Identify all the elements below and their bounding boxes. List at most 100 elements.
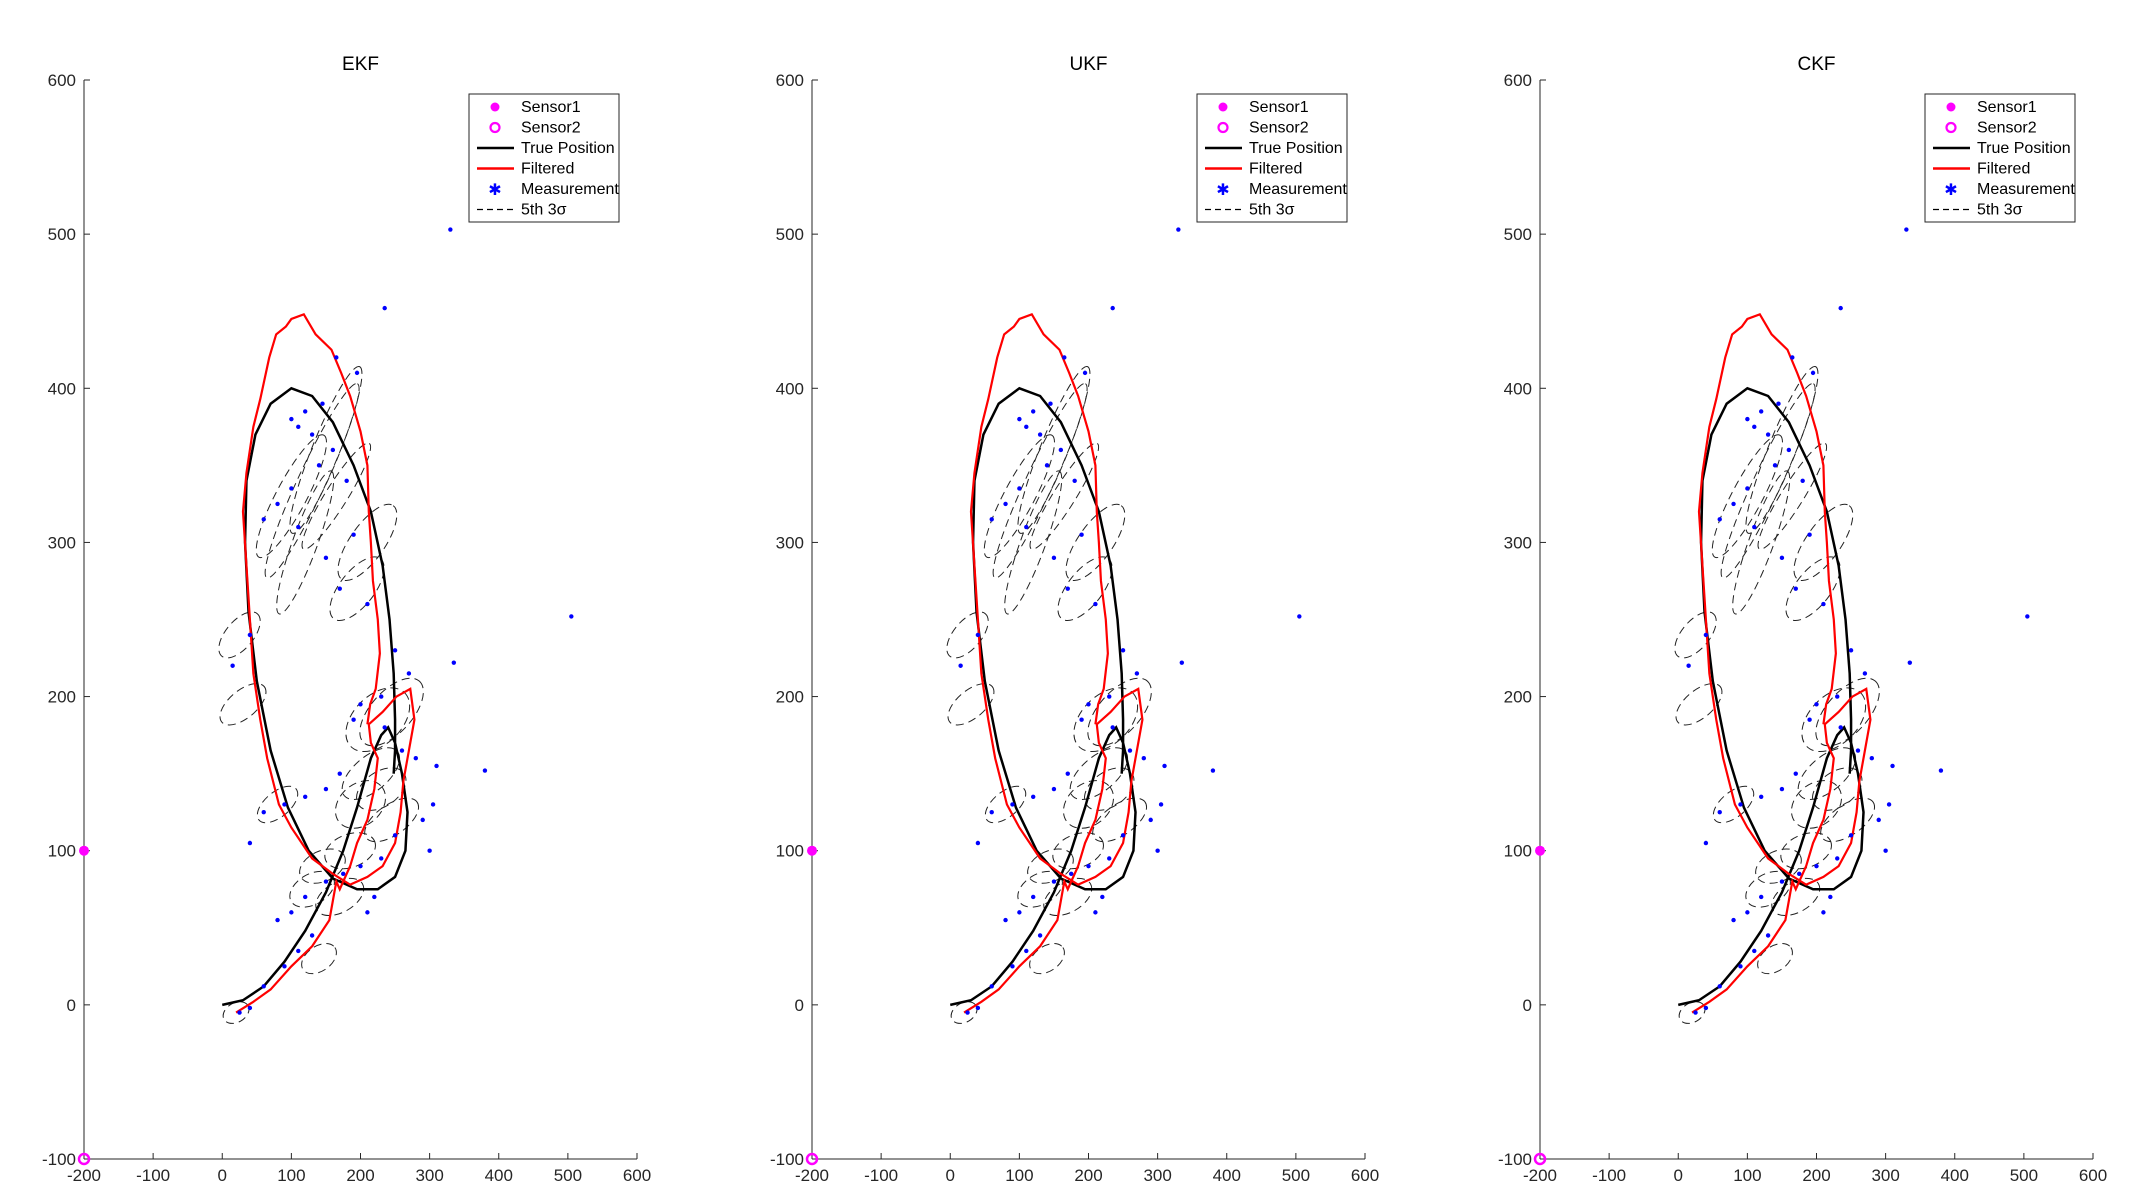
- legend-label: 5th 3σ: [1977, 202, 2023, 219]
- measurement-point: [1745, 416, 1750, 422]
- sigma-ellipse: [218, 611, 261, 659]
- measurement-point: [989, 809, 994, 815]
- legend-asterisk-icon: ✱: [488, 180, 501, 199]
- measurement-point: [237, 1010, 242, 1015]
- plot-title: UKF: [1070, 54, 1108, 75]
- measurement-point: [1693, 1010, 1698, 1015]
- sigma-ellipse: [1711, 434, 1783, 559]
- measurement-point: [1179, 660, 1185, 665]
- measurement-point: [1024, 524, 1029, 530]
- measurement-point: [1107, 856, 1112, 861]
- y-tick-label: 600: [776, 71, 804, 90]
- legend-label: True Position: [1977, 140, 2071, 157]
- x-tick-label: 100: [1005, 1166, 1033, 1185]
- measurement-point: [1127, 748, 1133, 753]
- sensor2-marker: [805, 1152, 819, 1166]
- x-tick-label: 600: [2079, 1166, 2107, 1185]
- measurement-point: [1745, 910, 1750, 915]
- measurement-point: [303, 794, 308, 799]
- measurement-point: [1779, 555, 1785, 561]
- x-tick-label: -100: [864, 1166, 898, 1185]
- measurement-point: [1717, 809, 1722, 815]
- sigma-ellipse: [289, 365, 363, 534]
- x-tick-label: 300: [415, 1166, 443, 1185]
- legend: Sensor1 Sensor2 True Position Filtered ✱ Meas…: [468, 93, 620, 223]
- measurement-point: [1065, 586, 1070, 591]
- sensor2-marker: [77, 1152, 91, 1166]
- x-tick-label: -100: [1592, 1166, 1626, 1185]
- measurement-point: [1876, 817, 1881, 823]
- x-tick-label: 400: [1941, 1166, 1969, 1185]
- measurement-point: [1752, 424, 1757, 430]
- measurement-point: [1162, 763, 1167, 769]
- measurement-point: [261, 809, 266, 815]
- sigma-ellipse: [1057, 556, 1113, 621]
- measurement-point: [1938, 768, 1944, 773]
- legend-asterisk-icon: ✱: [1944, 180, 1957, 199]
- legend-label: Filtered: [1249, 161, 1302, 178]
- measurement-point: [1793, 771, 1798, 776]
- measurement-point: [1010, 802, 1015, 807]
- measurement-point: [309, 933, 315, 938]
- measurement-point: [1110, 725, 1115, 730]
- legend-sensor2-icon: [1217, 121, 1229, 134]
- measurement-point: [323, 879, 329, 884]
- sigma-ellipse: [983, 434, 1055, 559]
- sigma-ellipse: [334, 780, 387, 829]
- measurement-point: [1037, 432, 1043, 437]
- measurement-point: [1051, 879, 1057, 884]
- measurement-point: [482, 768, 488, 773]
- measurement-point: [379, 694, 384, 699]
- measurement-point: [1086, 863, 1091, 869]
- measurement-point: [275, 917, 280, 923]
- y-tick-label: 200: [48, 688, 76, 707]
- ckf-axes: CKF-200 -100 0 100 200 300 400 500 600-100010020…: [1498, 54, 2107, 1185]
- measurement-point: [354, 370, 360, 376]
- y-tick-label: 100: [1504, 842, 1532, 861]
- measurement-point: [1752, 948, 1757, 954]
- measurement-point: [1752, 524, 1757, 530]
- measurement-point: [1141, 756, 1147, 761]
- measurement-point: [1828, 894, 1833, 900]
- legend-sensor1-icon: [1218, 102, 1228, 112]
- plot-title: EKF: [342, 54, 379, 75]
- sensor1-marker: [807, 845, 817, 856]
- y-tick-label: 300: [1504, 533, 1532, 552]
- measurement-point: [1907, 660, 1913, 665]
- measurement-point: [1786, 447, 1792, 453]
- measurement-point: [1155, 848, 1160, 853]
- sigma-ellipse: [1732, 470, 1791, 615]
- legend-label: True Position: [1249, 140, 1343, 157]
- x-tick-label: 500: [1282, 1166, 1310, 1185]
- sigma-ellipse: [1675, 683, 1723, 726]
- y-tick-label: 0: [795, 996, 804, 1015]
- sigma-ellipse: [1062, 780, 1115, 829]
- x-tick-label: 100: [1733, 1166, 1761, 1185]
- legend-label: Filtered: [521, 161, 574, 178]
- legend: Sensor1 Sensor2 True Position Filtered ✱ Meas…: [1924, 93, 2076, 223]
- ukf-axes: UKF-200 -100 0 100 200 300 400 500 600-100010020…: [770, 54, 1379, 1185]
- legend-label: Measurement: [1249, 181, 1347, 198]
- measurement-point: [1765, 933, 1771, 938]
- measurement-point: [351, 717, 356, 722]
- x-tick-label: 400: [485, 1166, 513, 1185]
- y-tick-label: 400: [1504, 379, 1532, 398]
- legend-sensor2-icon: [489, 121, 501, 134]
- measurement-point: [1745, 486, 1750, 491]
- measurement-point: [351, 532, 356, 537]
- measurement-point: [1120, 648, 1126, 653]
- measurement-point: [1031, 894, 1036, 900]
- y-tick-label: 500: [776, 225, 804, 244]
- legend-sensor1-icon: [490, 102, 500, 112]
- measurement-point: [1079, 532, 1084, 537]
- measurement-point: [1807, 717, 1812, 722]
- measurement-point: [309, 432, 315, 437]
- y-tick-label: 0: [1523, 996, 1532, 1015]
- measurement-point: [569, 614, 574, 619]
- measurement-point: [1176, 227, 1181, 232]
- measurement-point: [451, 660, 457, 665]
- measurement-point: [1003, 501, 1008, 507]
- measurement-point: [1065, 771, 1070, 776]
- measurement-point: [247, 1005, 253, 1011]
- sigma-ellipse: [219, 683, 267, 726]
